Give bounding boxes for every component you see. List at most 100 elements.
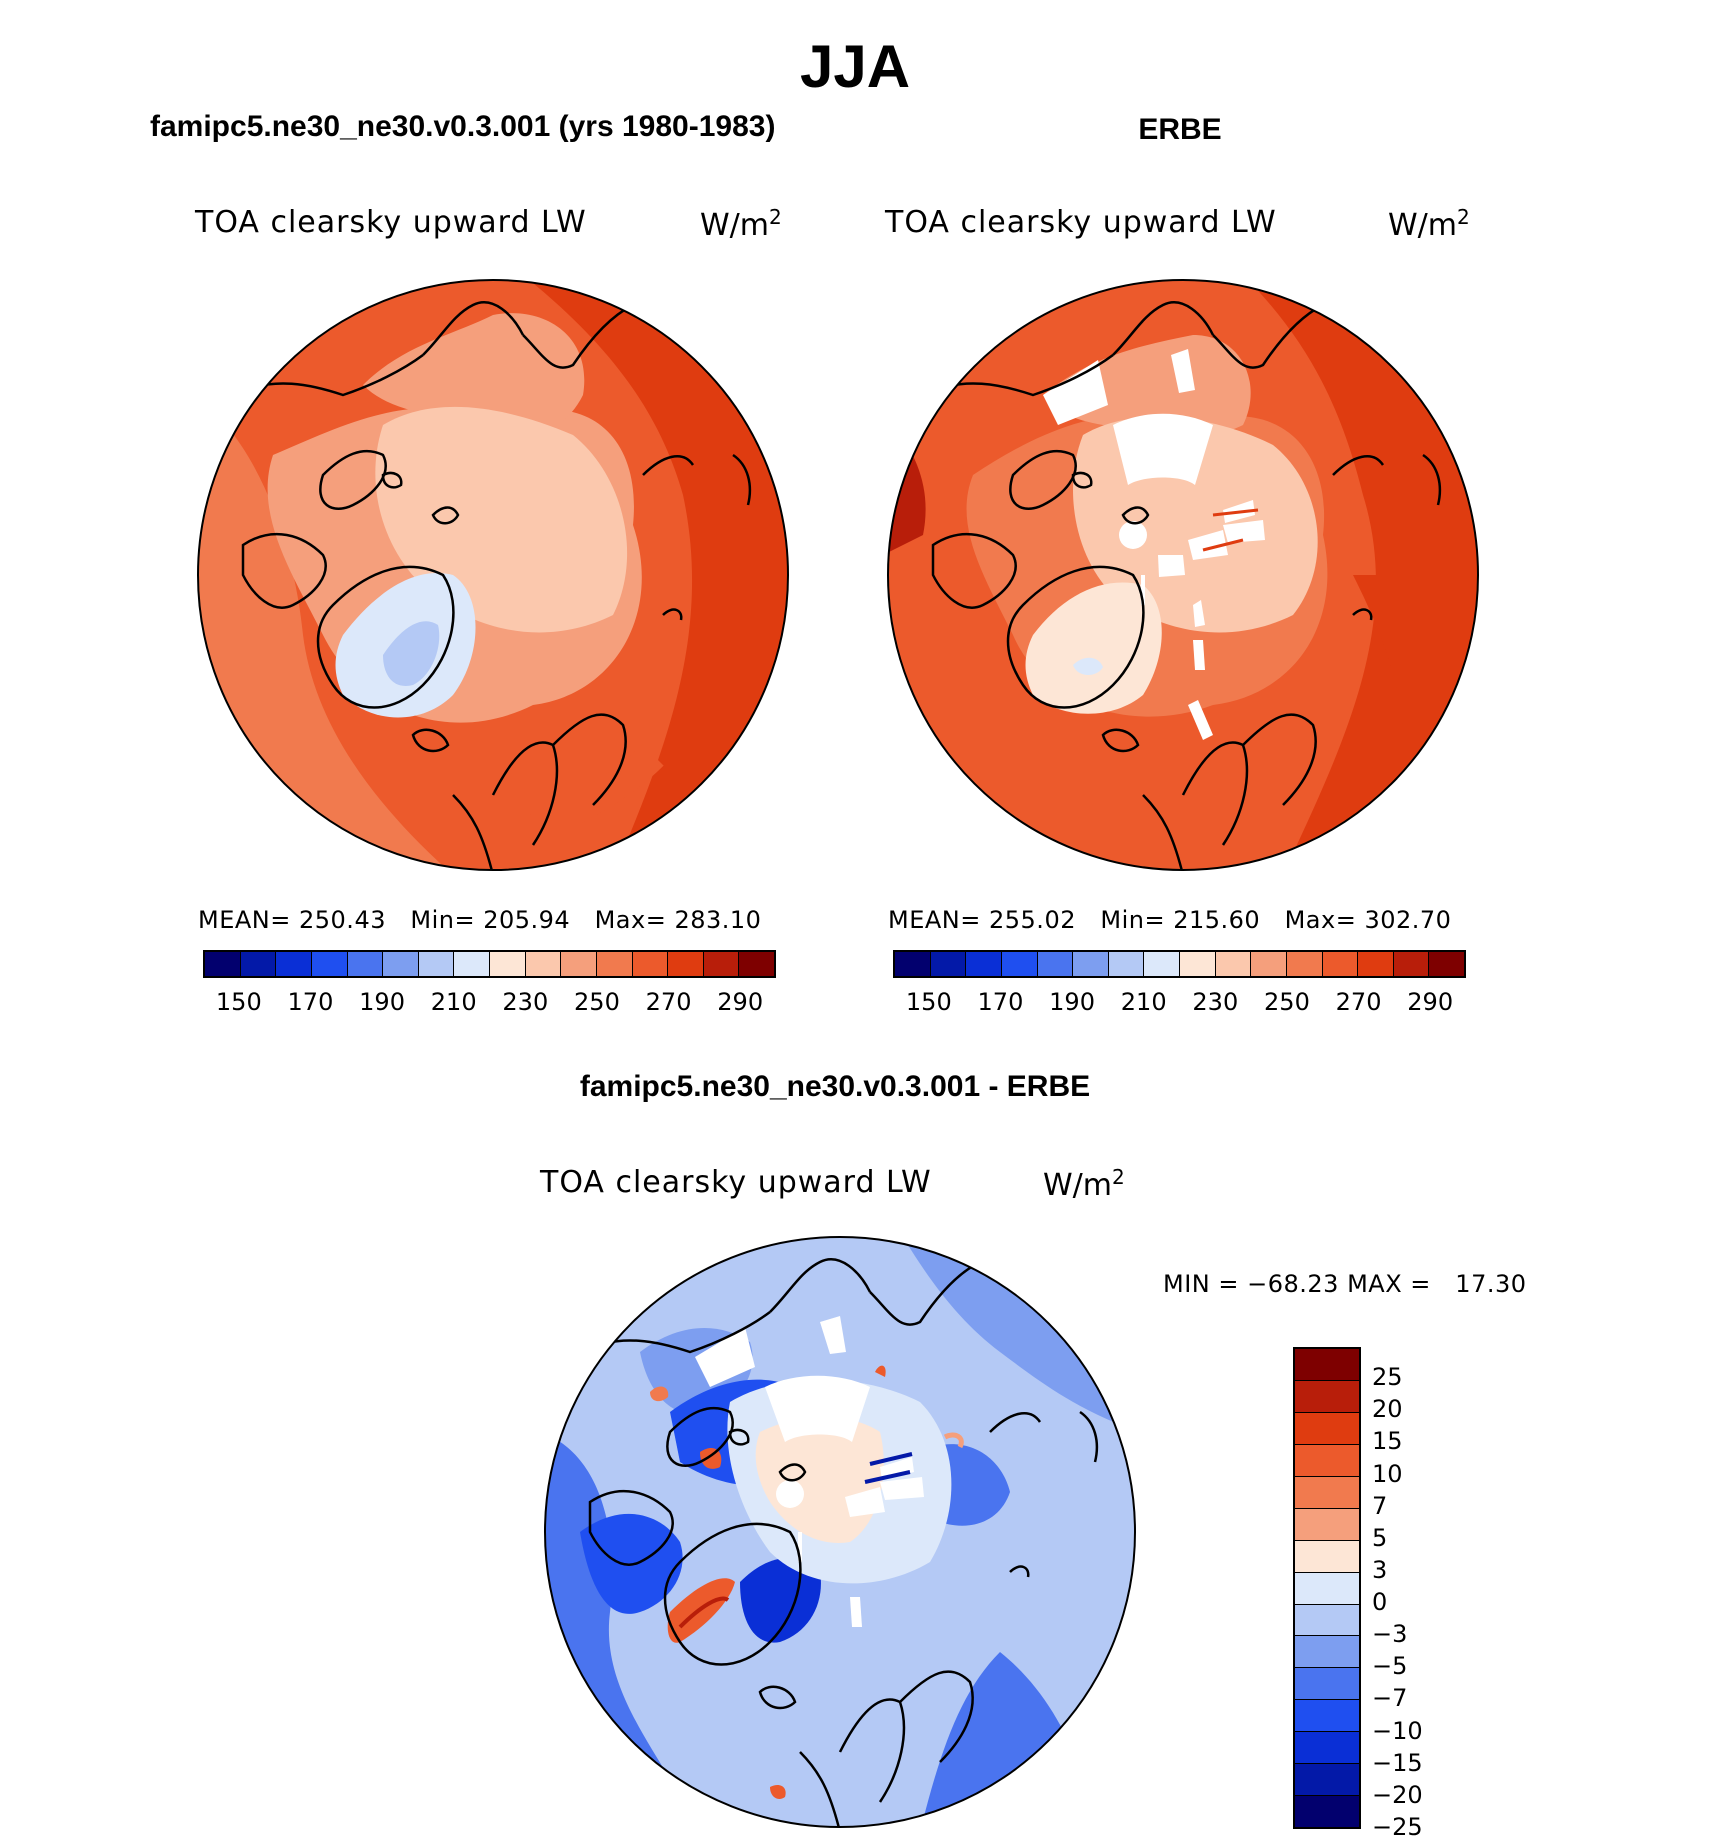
colorbar-swatch — [1295, 1540, 1359, 1573]
colorbar-swatch — [1322, 952, 1359, 976]
colorbar-tick-label: 5 — [1372, 1523, 1388, 1552]
obs-max-label: Max= — [1284, 906, 1357, 934]
colorbar-tick-label: 190 — [359, 988, 405, 1016]
colorbar-swatch — [1295, 1572, 1359, 1605]
colorbar-swatch — [418, 952, 455, 976]
colorbar-swatch — [525, 952, 562, 976]
colorbar-swatch — [383, 952, 419, 976]
model-mean-label: MEAN= — [198, 906, 291, 934]
colorbar-swatch — [1295, 1732, 1359, 1765]
obs-polar-map — [887, 279, 1479, 871]
obs-mean-label: MEAN= — [888, 906, 981, 934]
colorbar-tick-label: 270 — [645, 988, 692, 1016]
colorbar-tick-label: 230 — [502, 988, 549, 1016]
model-mean-value: 250.43 — [299, 906, 386, 934]
model-colorbar-ticks: 150 170 190 210 230 250 270 290 — [203, 988, 776, 1018]
colorbar-tick-label: 270 — [1335, 988, 1382, 1016]
obs-min-label: Min= — [1100, 906, 1166, 934]
colorbar-tick-label: 25 — [1372, 1363, 1403, 1392]
colorbar-swatch — [1295, 1349, 1359, 1381]
diff-units-label: W/m2 — [1043, 1165, 1125, 1203]
colorbar-swatch — [1001, 952, 1038, 976]
obs-colorbar-ticks: 150 170 190 210 230 250 270 290 — [893, 988, 1466, 1018]
colorbar-swatch — [311, 952, 348, 976]
diff-variable-label: TOA clearsky upward LW — [540, 1165, 932, 1200]
colorbar-swatch — [1144, 952, 1180, 976]
colorbar-swatch — [1108, 952, 1145, 976]
colorbar-swatch — [1295, 1700, 1359, 1733]
units-exponent: 2 — [1457, 205, 1470, 229]
colorbar-tick-label: 150 — [215, 988, 262, 1016]
colorbar-tick-label: −3 — [1372, 1620, 1408, 1649]
diff-colorbar-ticks: 25 20 15 10 7 5 3 0 −3 −5 −7 −10 −15 −20 −25 — [1372, 1347, 1452, 1841]
colorbar-swatch — [1295, 1796, 1359, 1828]
obs-min-value: 215.60 — [1173, 906, 1261, 934]
diff-min-value: −68.23 — [1247, 1270, 1339, 1298]
colorbar-swatch — [930, 952, 967, 976]
colorbar-swatch — [632, 952, 669, 976]
colorbar-tick-label: 190 — [1049, 988, 1095, 1016]
colorbar-swatch — [668, 952, 704, 976]
colorbar-swatch — [454, 952, 490, 976]
colorbar-swatch — [739, 952, 774, 976]
colorbar-tick-label: 290 — [1407, 988, 1454, 1016]
colorbar-swatch — [1295, 1476, 1359, 1509]
diff-panel-title: famipc5.ne30_ne30.v0.3.001 - ERBE — [579, 1070, 1091, 1103]
colorbar-tick-label: 170 — [287, 988, 334, 1016]
units-exponent: 2 — [769, 205, 782, 229]
colorbar-swatch — [205, 952, 241, 976]
colorbar-tick-label: −10 — [1372, 1716, 1423, 1745]
units-text: W/m — [1043, 1168, 1112, 1203]
colorbar-tick-label: 170 — [977, 988, 1024, 1016]
colorbar-swatch — [240, 952, 277, 976]
colorbar-swatch — [1429, 952, 1464, 976]
colorbar-swatch — [276, 952, 312, 976]
colorbar-swatch — [490, 952, 526, 976]
model-max-value: 283.10 — [674, 906, 762, 934]
colorbar-swatch — [895, 952, 931, 976]
colorbar-tick-label: 7 — [1372, 1491, 1388, 1520]
colorbar-tick-label: −7 — [1372, 1684, 1408, 1713]
colorbar-tick-label: 150 — [905, 988, 952, 1016]
colorbar-swatch — [1295, 1668, 1359, 1701]
obs-stats: MEAN= 255.02 Min= 215.60 Max= 302.70 — [888, 906, 1451, 934]
colorbar-tick-label: 250 — [574, 988, 620, 1016]
colorbar-tick-label: −25 — [1372, 1813, 1423, 1841]
colorbar-swatch — [1295, 1380, 1359, 1413]
colorbar-tick-label: −15 — [1372, 1748, 1423, 1777]
colorbar-swatch — [1180, 952, 1216, 976]
colorbar-tick-label: 210 — [430, 988, 477, 1016]
obs-variable-label: TOA clearsky upward LW — [885, 205, 1277, 240]
colorbar-tick-label: 230 — [1192, 988, 1239, 1016]
obs-mean-value: 255.02 — [989, 906, 1076, 934]
model-panel-title: famipc5.ne30_ne30.v0.3.001 (yrs 1980-198… — [150, 110, 776, 143]
units-text: W/m — [1388, 208, 1457, 243]
colorbar-swatch — [1295, 1412, 1359, 1445]
colorbar-swatch — [596, 952, 633, 976]
colorbar-swatch — [1073, 952, 1109, 976]
colorbar-swatch — [1295, 1604, 1359, 1637]
obs-colorbar — [893, 950, 1466, 978]
colorbar-swatch — [1295, 1764, 1359, 1797]
model-min-label: Min= — [410, 906, 476, 934]
obs-max-value: 302.70 — [1364, 906, 1452, 934]
obs-panel-title: ERBE — [1138, 113, 1222, 146]
colorbar-swatch — [561, 952, 597, 976]
colorbar-swatch — [703, 952, 740, 976]
figure-title: JJA — [799, 33, 911, 100]
colorbar-swatch — [1358, 952, 1394, 976]
colorbar-swatch — [1251, 952, 1287, 976]
diff-min-label: MIN = — [1163, 1270, 1239, 1298]
colorbar-swatch — [1295, 1508, 1359, 1541]
units-exponent: 2 — [1112, 1165, 1125, 1189]
colorbar-tick-label: 0 — [1372, 1588, 1388, 1617]
colorbar-tick-label: −20 — [1372, 1780, 1423, 1809]
colorbar-swatch — [347, 952, 384, 976]
colorbar-tick-label: 15 — [1372, 1427, 1403, 1456]
model-min-value: 205.94 — [483, 906, 571, 934]
units-text: W/m — [700, 208, 769, 243]
model-polar-map — [197, 279, 789, 871]
colorbar-swatch — [966, 952, 1002, 976]
colorbar-tick-label: 3 — [1372, 1555, 1388, 1584]
model-colorbar — [203, 950, 776, 978]
